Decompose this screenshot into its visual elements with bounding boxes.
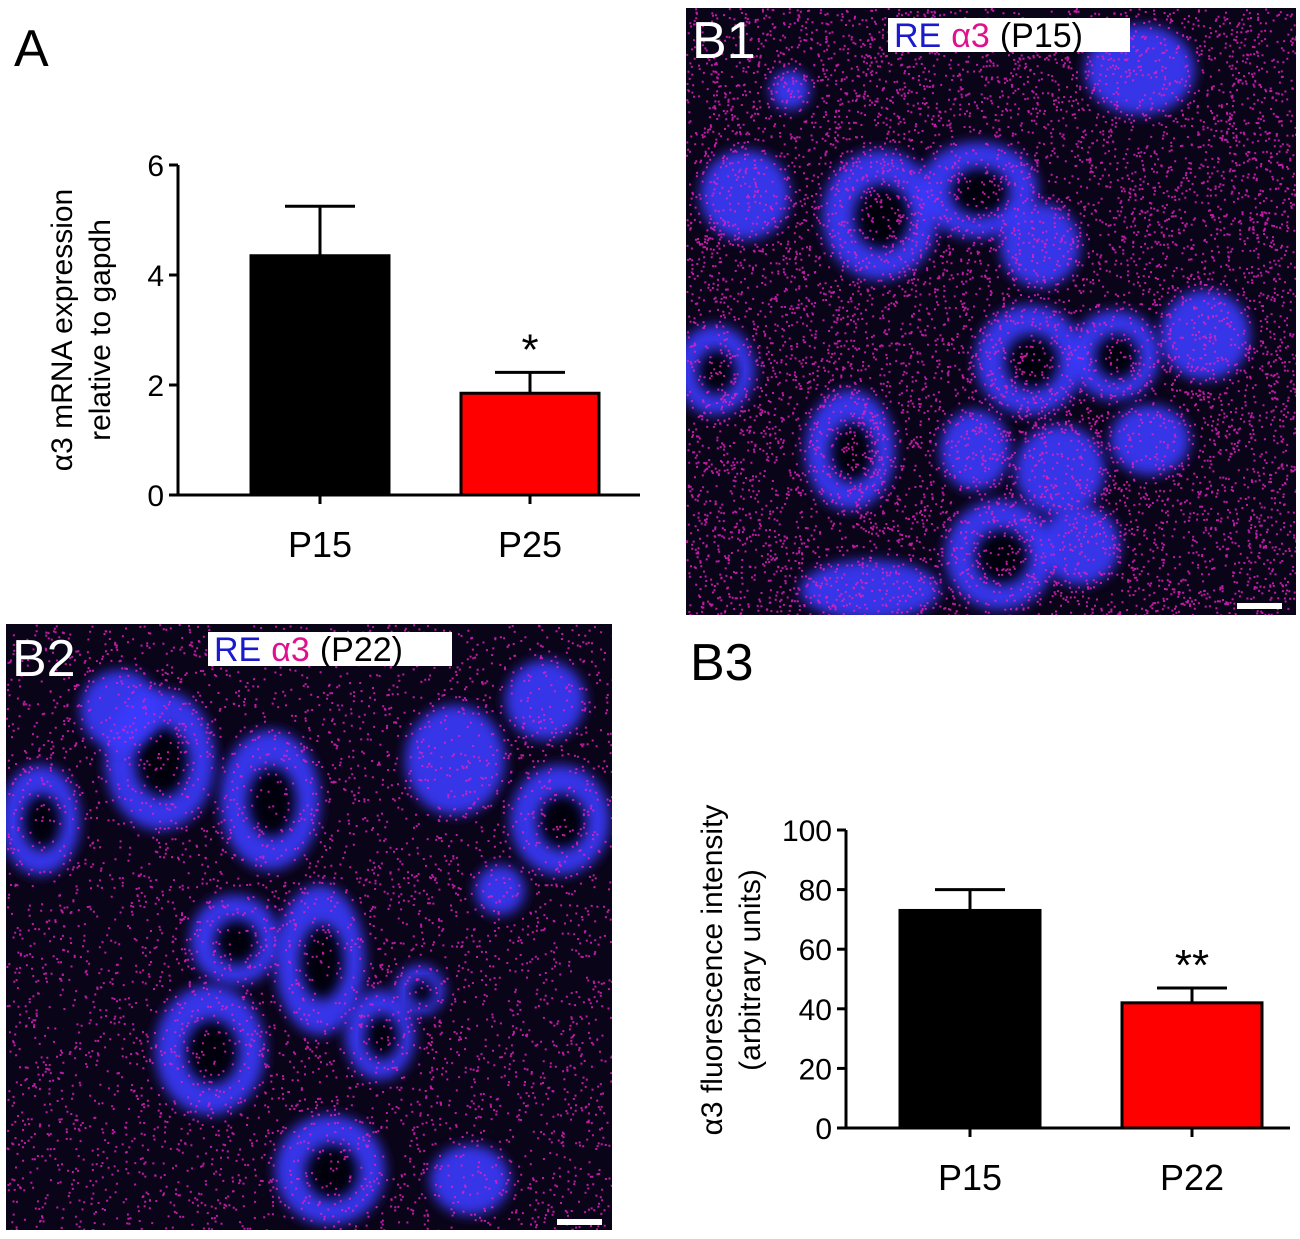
micrograph-b2-cell <box>80 670 160 750</box>
micrograph-b2: B2 RE α3 (P22) <box>6 624 612 1230</box>
micrograph-b2-nucleus <box>365 1014 399 1060</box>
micrograph-b1-nucleus <box>1095 334 1139 380</box>
marker-label-b1-a3: α3 <box>951 17 990 55</box>
chart-b3-ytick-label: 80 <box>799 875 832 908</box>
micrograph-b1-cell <box>1110 405 1190 475</box>
chart-a-ytick-label: 2 <box>147 370 164 403</box>
chart-b3-category-label-p15: P15 <box>938 1157 1002 1198</box>
micrograph-b2-cell <box>430 1145 510 1215</box>
chart-a-bar-p15 <box>249 254 391 497</box>
marker-label-b2: RE α3 (P22) <box>214 631 403 669</box>
chart-a-category-label-p15: P15 <box>288 524 352 565</box>
micrograph-b2-puncta-dots <box>6 624 612 1230</box>
micrograph-b1-cell <box>700 150 790 240</box>
marker-label-b2-age: (P22) <box>320 631 403 669</box>
chart-b3-ytick-label: 20 <box>799 1053 832 1086</box>
chart-a-ytick-label: 6 <box>147 150 164 183</box>
micrograph-b2-puncta <box>6 624 612 1230</box>
chart-a-significance-p25: * <box>521 325 538 374</box>
chart-b3-ytick-label: 0 <box>815 1113 832 1146</box>
chart-b3-significance-p22: ** <box>1175 941 1209 990</box>
chart-b3-bar-p15 <box>898 908 1042 1130</box>
micrograph-b1-puncta-dots <box>686 8 1296 615</box>
chart-b3-ytick-label: 40 <box>799 994 832 1027</box>
micrograph-b2-cell <box>405 705 505 815</box>
marker-label-b2-box <box>208 632 452 666</box>
chart-a-ylabel-line1: α3 mRNA expression <box>46 189 79 471</box>
panel-letter-a: A <box>14 20 49 78</box>
micrograph-b2-nucleus <box>22 794 62 850</box>
micrograph-b1-nucleus <box>975 529 1029 585</box>
chart-b3-category-label-p22: P22 <box>1160 1157 1224 1198</box>
micrograph-b2-cell <box>475 865 525 915</box>
chart-a-ytick-label: 4 <box>147 260 164 293</box>
micrograph-b1-nucleus <box>854 184 910 250</box>
micrograph-b1-cell <box>770 70 810 110</box>
micrograph-b1-puncta <box>686 8 1296 615</box>
chart-b3-ytick-label: 100 <box>782 815 832 848</box>
marker-label-b1-box <box>888 18 1130 52</box>
panel-letter-b1: B1 <box>692 12 756 70</box>
chart-b3-bar-p22 <box>1120 1001 1264 1130</box>
chart-a-bar-p25 <box>459 391 601 497</box>
micrograph-b2-nucleus <box>538 794 586 850</box>
marker-label-b1-age: (P15) <box>1000 17 1083 55</box>
marker-label-b2-a3: α3 <box>271 631 310 669</box>
chart-a: α3 mRNA expression relative to gapdh 0 2 4… <box>46 150 640 565</box>
micrograph-b2-nucleus <box>248 767 296 837</box>
panel-letter-b3: B3 <box>690 634 754 692</box>
chart-b3-ylabel-line2: (arbitrary units) <box>734 869 767 1071</box>
scale-bar-b1 <box>1237 603 1282 609</box>
chart-b3: α3 fluorescence intensity (arbitrary uni… <box>696 805 1290 1198</box>
chart-a-ylabel-line2: relative to gapdh <box>84 219 117 441</box>
micrograph-b1-nucleus <box>951 168 1009 216</box>
chart-b3-ylabel-line1: α3 fluorescence intensity <box>696 805 729 1136</box>
micrograph-b2-nucleus <box>305 1144 359 1200</box>
chart-a-category-label-p25: P25 <box>498 524 562 565</box>
chart-a-ytick-label: 0 <box>147 480 164 513</box>
micrograph-b1-nucleus <box>830 422 874 482</box>
micrograph-b1: B1 RE α3 (P15) <box>686 8 1296 615</box>
marker-label-b1-re: RE <box>894 17 941 55</box>
micrograph-b2-nucleus <box>135 727 189 797</box>
panel-letter-b2: B2 <box>12 630 76 688</box>
chart-b3-ytick-label: 60 <box>799 934 832 967</box>
marker-label-b1: RE α3 (P15) <box>894 17 1083 55</box>
micrograph-b1-cell <box>940 410 1010 490</box>
micrograph-b1-nucleus <box>1005 334 1059 390</box>
micrograph-b2-nucleus <box>410 979 434 1005</box>
scale-bar-b2 <box>557 1219 602 1225</box>
micrograph-b1-cell <box>1160 290 1250 380</box>
marker-label-b2-re: RE <box>214 631 261 669</box>
micrograph-b2-nucleus <box>185 1019 239 1085</box>
micrograph-b1-cell <box>1015 425 1105 515</box>
micrograph-b1-nucleus <box>697 349 737 395</box>
